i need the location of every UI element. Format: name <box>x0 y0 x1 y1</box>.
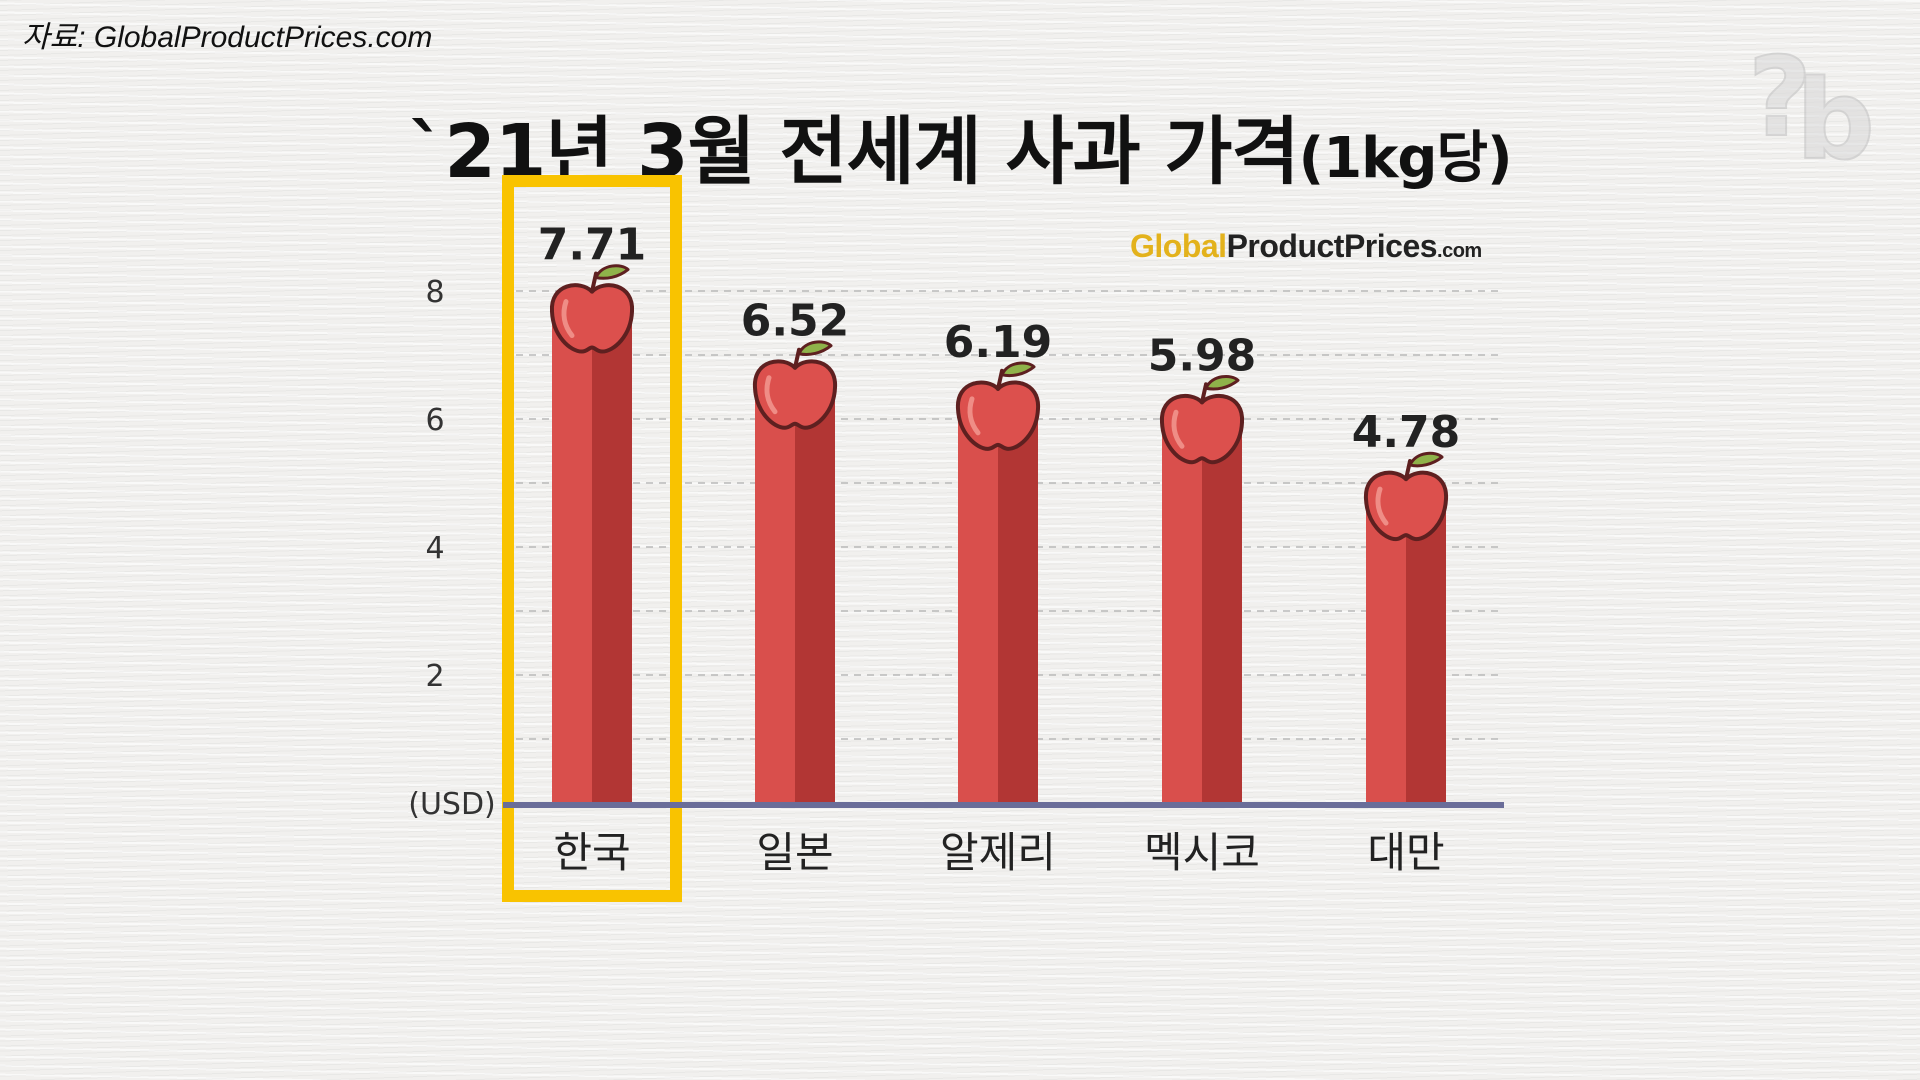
gpp-brand-logo: GlobalProductPrices.com <box>1130 228 1482 264</box>
bar <box>958 406 998 803</box>
y-tick-label: 4 <box>425 531 444 566</box>
y-tick-label: 8 <box>425 275 444 310</box>
y-tick-label: 6 <box>425 403 444 438</box>
source-caption: 자료: GlobalProductPrices.com <box>22 21 433 54</box>
bar-shade <box>1406 497 1446 803</box>
bar <box>1366 497 1406 803</box>
bar-shade <box>998 406 1038 803</box>
svg-text:?: ? <box>1748 40 1812 161</box>
category-label: 일본 <box>756 828 833 877</box>
category-label: 알제리 <box>940 828 1056 877</box>
apple-icon <box>752 340 838 430</box>
bar-shade <box>1202 420 1242 803</box>
category-label: 한국 <box>553 828 630 877</box>
bar <box>1162 420 1202 803</box>
bar <box>755 385 795 803</box>
svg-text:b: b <box>1796 56 1875 175</box>
category-label: 대만 <box>1367 828 1444 877</box>
value-label: 5.98 <box>1148 330 1257 381</box>
channel-logo-icon: ? b <box>1748 40 1876 175</box>
bar-shade <box>795 385 835 803</box>
apple-icon <box>1159 374 1245 465</box>
apple-icon <box>1363 451 1449 542</box>
value-label: 6.52 <box>741 296 850 347</box>
y-tick-label: 2 <box>425 659 444 694</box>
category-label: 멕시코 <box>1144 828 1260 877</box>
y-axis-unit-label: (USD) <box>408 787 496 822</box>
apple-icon <box>549 264 635 354</box>
highlight-box <box>502 175 682 902</box>
value-label: 7.71 <box>538 220 647 271</box>
apple-icon <box>955 361 1041 451</box>
title-unit: (1kg당) <box>1298 126 1513 191</box>
bar-shade <box>592 309 632 803</box>
value-label: 4.78 <box>1352 407 1461 458</box>
bar <box>552 309 592 803</box>
value-label: 6.19 <box>944 317 1053 368</box>
